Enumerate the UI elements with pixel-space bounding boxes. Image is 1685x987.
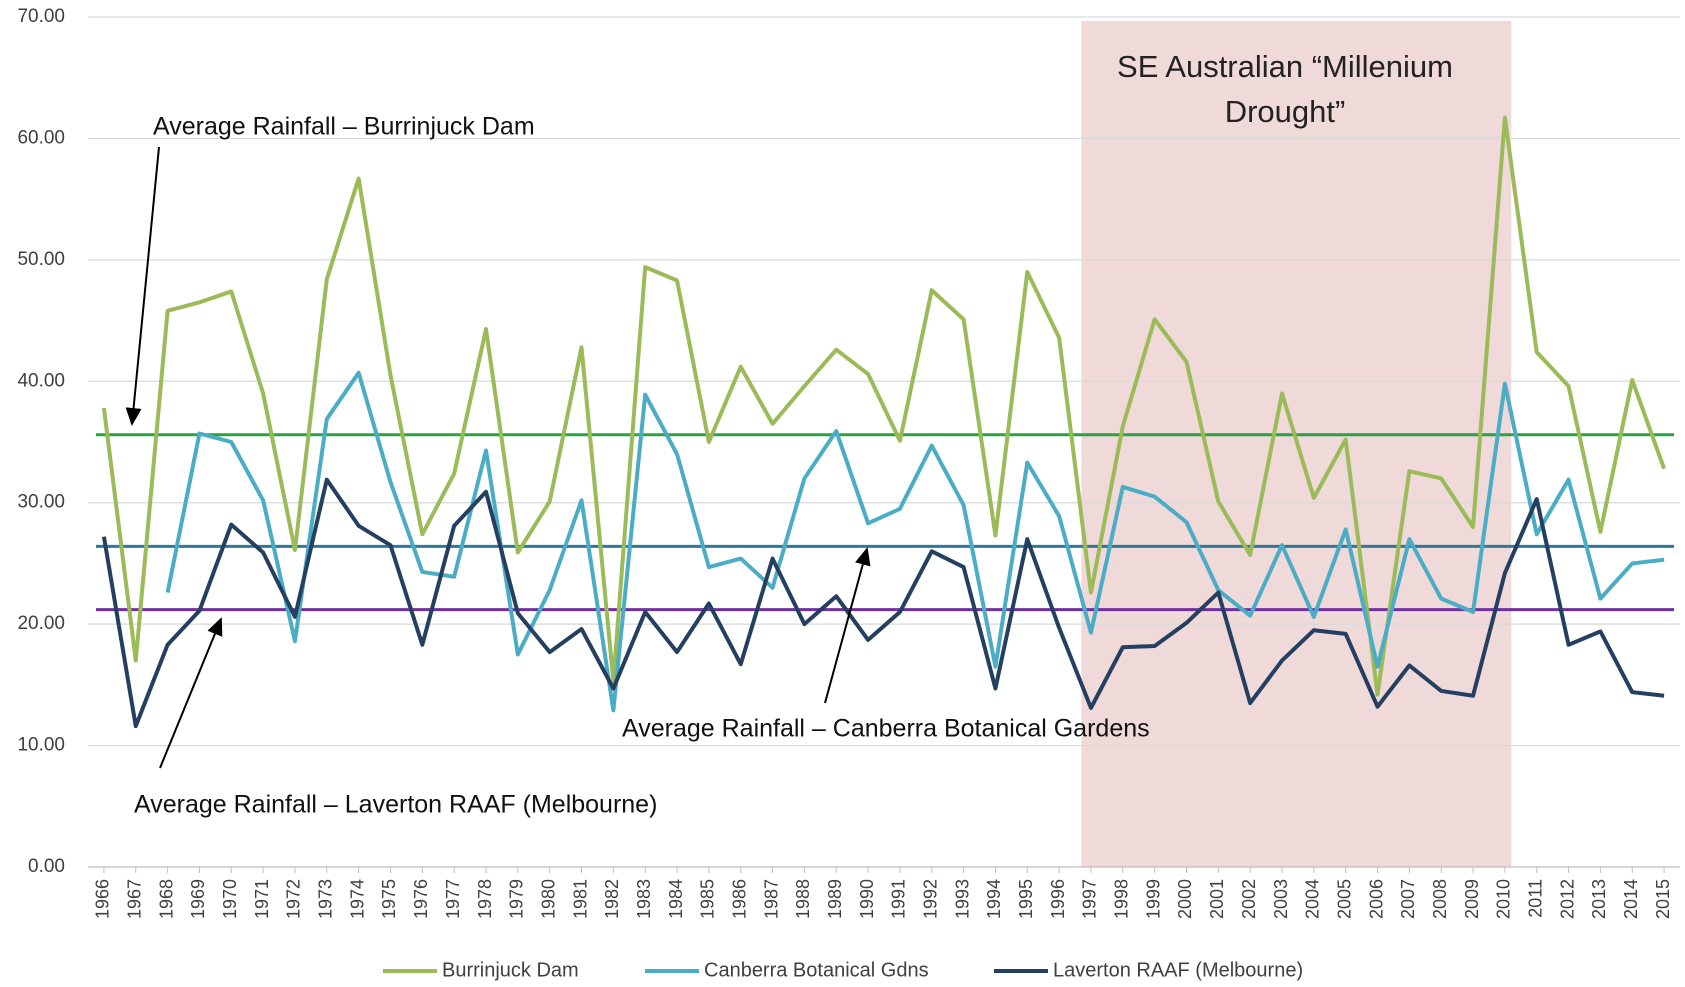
y-tick-label: 50.00 — [17, 249, 65, 270]
x-tick-label: 1994 — [984, 879, 1004, 919]
x-tick-label: 1980 — [538, 879, 558, 919]
y-tick-label: 30.00 — [17, 492, 65, 513]
drought-label-line: Drought” — [1225, 94, 1346, 129]
y-tick-label: 60.00 — [17, 127, 65, 148]
x-tick-label: 2011 — [1525, 879, 1545, 918]
x-tick-label: 1988 — [793, 879, 813, 919]
x-tick-label: 2005 — [1334, 879, 1354, 919]
y-tick-label: 40.00 — [17, 370, 65, 391]
x-tick-label: 1966 — [93, 879, 113, 919]
x-tick-label: 1996 — [1048, 879, 1068, 919]
drought-label-line: SE Australian “Millenium — [1117, 49, 1453, 84]
y-tick-label: 20.00 — [17, 613, 65, 634]
x-tick-label: 1999 — [1143, 879, 1163, 919]
series-line — [101, 477, 1665, 729]
x-tick-label: 1986 — [729, 879, 749, 919]
x-tick-label: 1972 — [284, 879, 304, 919]
x-tick-label: 1969 — [188, 879, 208, 919]
x-tick-label: 1973 — [316, 879, 336, 919]
annotation-arrow — [824, 547, 871, 704]
x-tick-label: 1974 — [347, 879, 367, 919]
series-line — [165, 370, 1665, 713]
y-tick-label: 10.00 — [17, 735, 65, 756]
x-tick-label: 2001 — [1207, 879, 1227, 919]
annotation: Average Rainfall – Burrinjuck Dam — [153, 113, 535, 141]
x-tick-label: 2002 — [1239, 879, 1259, 919]
x-tick-label: 1968 — [156, 879, 176, 919]
x-tick-label: 1984 — [666, 879, 686, 919]
x-tick-label: 2003 — [1271, 879, 1291, 919]
x-tick-label: 1976 — [411, 879, 431, 919]
x-tick-label: 1995 — [1016, 879, 1036, 919]
x-tick-label: 1985 — [698, 879, 718, 919]
legend-label: Laverton RAAF (Melbourne) — [1053, 959, 1303, 981]
x-tick-label: 2015 — [1653, 879, 1673, 919]
x-tick-label: 2009 — [1462, 879, 1482, 919]
x-tick-label: 1992 — [921, 879, 941, 919]
x-tick-label: 1981 — [570, 879, 590, 919]
x-tick-label: 1991 — [889, 879, 909, 919]
x-tick-label: 1979 — [507, 879, 527, 919]
x-tick-label: 1989 — [825, 879, 845, 919]
y-tick-label: 0.00 — [28, 856, 65, 877]
x-tick-label: 2012 — [1557, 879, 1577, 919]
x-tick-label: 1975 — [379, 879, 399, 919]
series-line — [101, 115, 1666, 697]
x-tick-label: 1998 — [1112, 879, 1132, 919]
x-tick-label: 2010 — [1494, 879, 1514, 919]
annotation: Average Rainfall – Laverton RAAF (Melbou… — [134, 791, 657, 819]
x-tick-label: 1990 — [857, 879, 877, 919]
x-tick-label: 1997 — [1080, 879, 1100, 919]
y-tick-label: 70.00 — [17, 6, 65, 27]
x-tick-label: 2006 — [1366, 879, 1386, 919]
x-tick-label: 1970 — [220, 879, 240, 919]
x-tick-label: 1978 — [475, 879, 495, 919]
x-tick-label: 2014 — [1621, 879, 1641, 919]
x-tick-label: 2008 — [1430, 879, 1450, 919]
x-tick-label: 2004 — [1303, 879, 1323, 919]
x-tick-label: 2013 — [1589, 879, 1609, 919]
legend-label: Canberra Botanical Gdns — [704, 959, 929, 981]
x-tick-label: 1983 — [634, 879, 654, 919]
legend-label: Burrinjuck Dam — [442, 959, 579, 981]
x-tick-label: 1977 — [443, 879, 463, 919]
x-tick-label: 1982 — [602, 879, 622, 919]
x-tick-label: 2007 — [1398, 879, 1418, 919]
x-tick-label: 1993 — [952, 879, 972, 919]
x-tick-label: 1967 — [125, 879, 145, 919]
annotation: Average Rainfall – Canberra Botanical Ga… — [622, 715, 1150, 743]
annotation-arrow — [125, 146, 160, 426]
annotation-arrow — [159, 617, 223, 769]
x-tick-label: 2000 — [1175, 879, 1195, 919]
drought-label: SE Australian “Millenium Drought” — [1117, 49, 1453, 129]
x-tick-label: 1971 — [252, 879, 272, 919]
x-tick-label: 1987 — [761, 879, 781, 919]
